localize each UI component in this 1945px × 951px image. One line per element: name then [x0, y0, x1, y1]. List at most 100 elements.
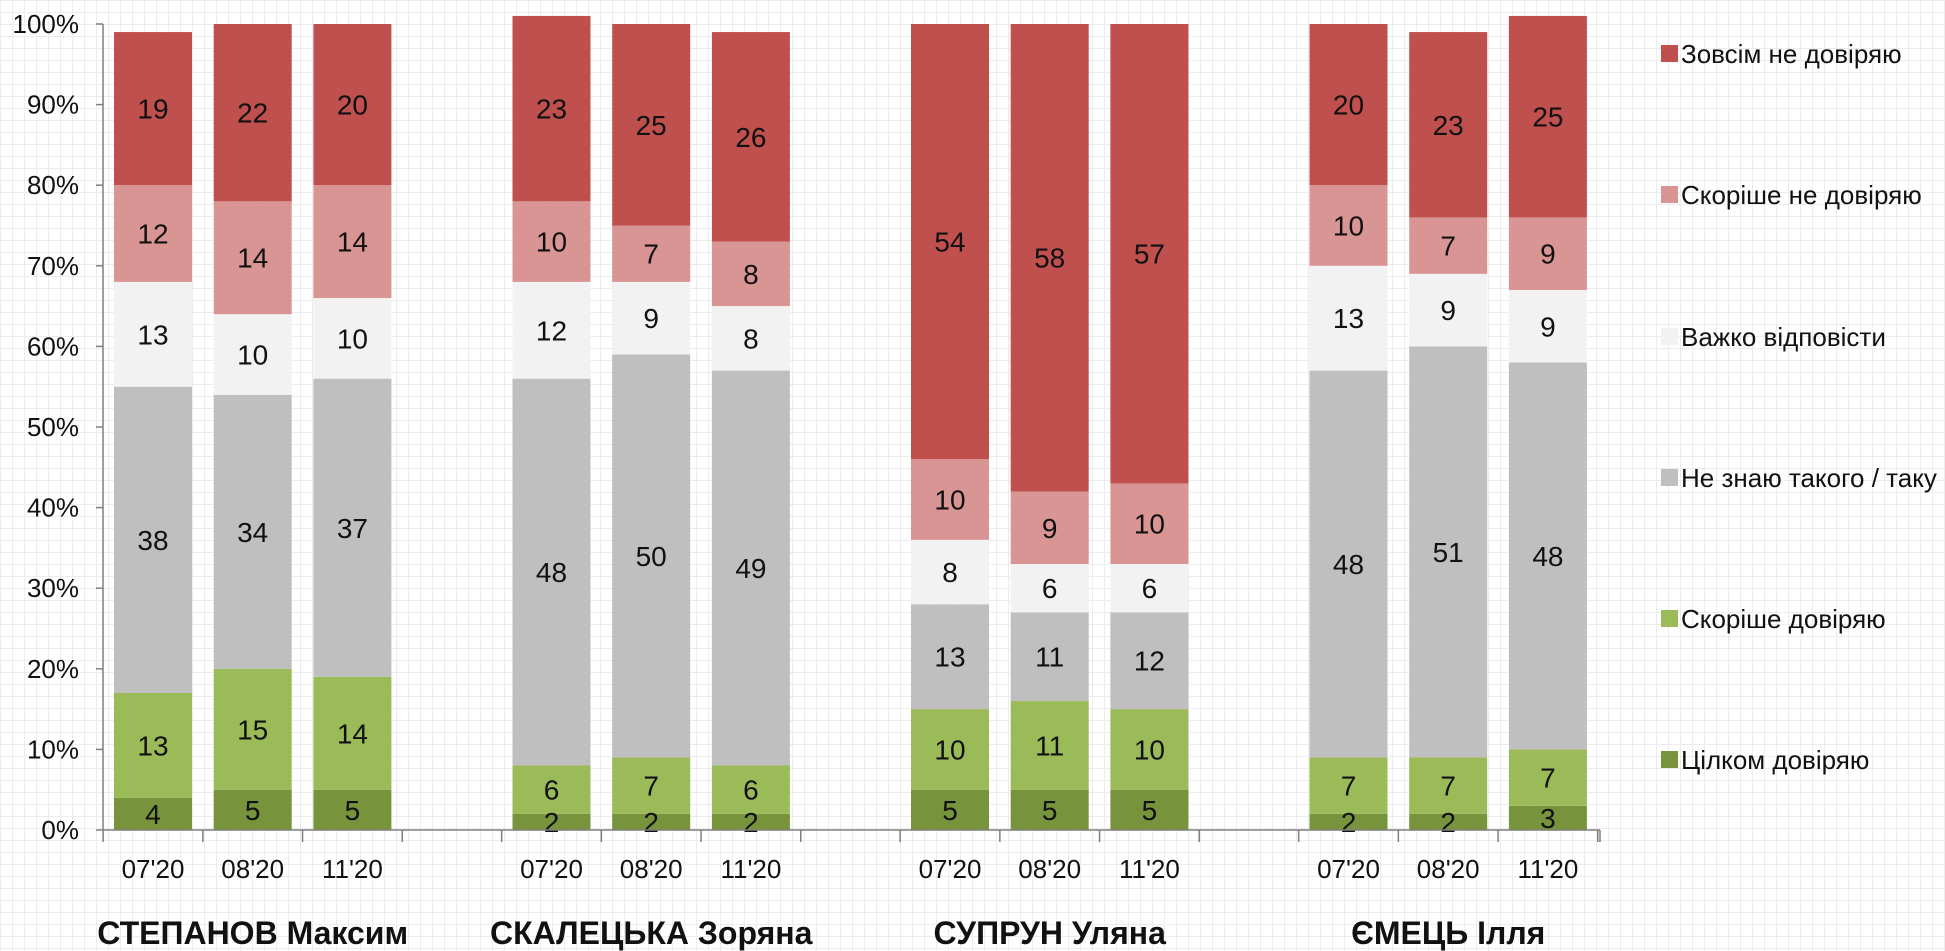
- data-label: 6: [1042, 573, 1058, 604]
- bar-segment: [313, 185, 392, 299]
- bar-segment: [711, 765, 790, 814]
- bar-segment: [612, 757, 691, 814]
- x-tick-label: 11'20: [1119, 854, 1180, 884]
- bar-segment: [1508, 15, 1587, 218]
- y-tick-label: 70%: [27, 251, 79, 281]
- data-label: 7: [1341, 771, 1357, 802]
- legend-swatch: [1661, 469, 1678, 486]
- data-label: 10: [1134, 509, 1165, 540]
- data-label: 13: [934, 642, 965, 673]
- bar-segment: [711, 241, 790, 307]
- bar-segment: [1110, 24, 1189, 484]
- bar-segment: [512, 813, 591, 830]
- bar-segment: [1409, 217, 1488, 274]
- legend-swatch: [1661, 328, 1678, 345]
- bar-segment: [114, 185, 192, 282]
- legend-swatch: [1661, 610, 1678, 627]
- data-label: 7: [643, 771, 659, 802]
- data-label: 2: [743, 807, 759, 838]
- data-label: 13: [137, 730, 168, 761]
- data-label: 25: [1532, 102, 1563, 133]
- bar-segment: [1309, 185, 1388, 266]
- bar-segment: [313, 24, 392, 186]
- data-label: 14: [237, 243, 268, 274]
- bar-segment: [1010, 789, 1089, 830]
- x-tick-label: 08'20: [1018, 854, 1081, 884]
- data-label: 22: [237, 98, 268, 129]
- data-label: 9: [1440, 295, 1456, 326]
- data-label: 2: [544, 807, 560, 838]
- data-label: 9: [643, 303, 659, 334]
- x-tick-label: 08'20: [221, 854, 284, 884]
- data-label: 23: [536, 94, 567, 125]
- data-label: 10: [934, 734, 965, 765]
- bar-segment: [512, 281, 591, 379]
- legend-label: Не знаю такого / таку: [1681, 463, 1937, 493]
- bar-segment: [1409, 346, 1488, 758]
- data-label: 5: [1142, 795, 1158, 826]
- legend: Зовсім не довіряю Скоріше не довіряю Важко…: [1661, 39, 1937, 775]
- data-label: 10: [1333, 211, 1364, 242]
- bar-segment: [114, 32, 192, 186]
- bar-segment: [1409, 757, 1488, 814]
- y-tick-label: 50%: [27, 412, 79, 442]
- bar-segment: [1508, 217, 1587, 290]
- x-tick-label: 08'20: [1417, 854, 1480, 884]
- bar-segment: [1309, 265, 1388, 371]
- bar-segment: [711, 813, 790, 830]
- data-label: 12: [536, 315, 567, 346]
- data-label: 48: [536, 557, 567, 588]
- data-label: 6: [743, 775, 759, 806]
- bar-segment: [1508, 749, 1587, 806]
- bar-segment: [711, 370, 790, 766]
- bar-segment: [1309, 24, 1388, 186]
- data-label: 13: [1333, 303, 1364, 334]
- bar-segment: [1010, 564, 1089, 613]
- data-label: 5: [942, 795, 958, 826]
- bar-segment: [313, 676, 392, 790]
- bar-segment: [512, 378, 591, 766]
- x-tick-label: 07'20: [520, 854, 583, 884]
- data-label: 10: [237, 339, 268, 370]
- data-label: 58: [1034, 243, 1065, 274]
- bar-segment: [612, 354, 691, 758]
- data-label: 8: [942, 557, 958, 588]
- data-label: 8: [743, 259, 759, 290]
- data-labels: 4133813121951534101422514371014202648121…: [137, 90, 1563, 838]
- data-label: 9: [1540, 239, 1556, 270]
- data-label: 38: [137, 525, 168, 556]
- bar-segment: [1110, 483, 1189, 565]
- legend-item: Скоріше довіряю: [1661, 604, 1886, 634]
- legend-item: Не знаю такого / таку: [1661, 463, 1937, 493]
- y-tick-label: 0%: [41, 815, 79, 845]
- legend-label: Важко відповісти: [1681, 322, 1886, 352]
- data-label: 7: [1540, 763, 1556, 794]
- legend-label: Цілком довіряю: [1681, 745, 1869, 775]
- legend-swatch: [1661, 45, 1678, 62]
- data-label: 5: [245, 795, 261, 826]
- y-tick-label: 60%: [27, 331, 79, 361]
- bar-segment: [213, 201, 292, 315]
- bar-segment: [911, 459, 989, 540]
- bars: [114, 15, 1587, 830]
- data-label: 37: [337, 513, 368, 544]
- bar-segment: [612, 225, 691, 282]
- data-label: 13: [137, 319, 168, 350]
- data-label: 10: [934, 485, 965, 516]
- x-tick-label: 11'20: [1517, 854, 1578, 884]
- bar-segment: [1309, 370, 1388, 758]
- bar-segment: [213, 314, 292, 395]
- x-axis: 07'20 08'20 11'20 СТЕПАНОВ Максим 07'20 08'20…: [97, 829, 1601, 951]
- data-label: 12: [1134, 646, 1165, 677]
- data-label: 7: [1440, 231, 1456, 262]
- data-label: 2: [1341, 807, 1357, 838]
- bar-segment: [512, 765, 591, 814]
- data-label: 8: [743, 323, 759, 354]
- bar-segment: [313, 298, 392, 379]
- group-label: СУПРУН Уляна: [933, 915, 1166, 951]
- bar-segment: [1409, 32, 1488, 218]
- bar-segment: [911, 709, 989, 790]
- data-label: 49: [735, 553, 766, 584]
- data-label: 10: [536, 227, 567, 258]
- data-label: 11: [1035, 730, 1064, 761]
